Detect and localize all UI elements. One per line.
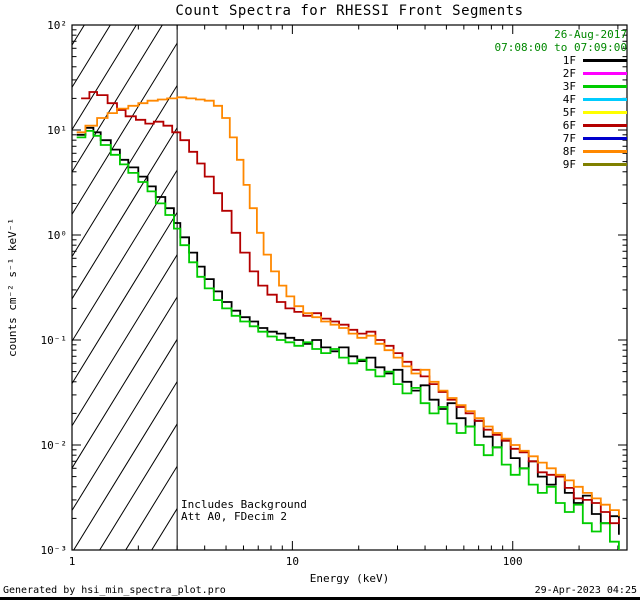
legend-swatch — [583, 59, 627, 62]
legend-swatch — [583, 98, 627, 101]
legend-swatch — [583, 111, 627, 114]
window-bottom-edge — [0, 597, 640, 600]
legend-entry-label: 2F — [562, 67, 576, 80]
legend-entries: 1F 2F 3F 4F 5F 6F 7F 8F 9F — [495, 54, 627, 171]
series-1F — [76, 126, 620, 535]
legend-entry-label: 9F — [562, 158, 576, 171]
plot-box — [71, 24, 628, 551]
y-tick-label: 10⁻² — [41, 439, 68, 452]
x-tick-label: 100 — [503, 555, 523, 568]
legend-entry-label: 1F — [562, 54, 576, 67]
legend-entry: 6F — [495, 119, 627, 132]
y-tick-label: 10⁻¹ — [41, 334, 68, 347]
legend-entry-label: 5F — [562, 106, 576, 119]
hatch-region — [72, 25, 178, 550]
annotation-attenuator: Att A0, FDecim 2 — [181, 510, 287, 523]
y-tick-label: 10² — [47, 19, 67, 32]
legend-time-range: 07:08:00 to 07:09:00 — [494, 41, 627, 54]
legend-swatch — [583, 124, 627, 127]
legend-swatch — [583, 85, 627, 88]
legend-entry: 7F — [495, 132, 627, 145]
annotation-background: Includes Background — [181, 498, 307, 511]
legend-entry-label: 8F — [562, 145, 576, 158]
y-tick-label: 10⁰ — [47, 229, 67, 242]
legend-entry: 4F — [495, 93, 627, 106]
footer-timestamp: 29-Apr-2023 04:25 — [534, 585, 637, 596]
y-tick-label: 10⁻³ — [41, 544, 68, 557]
x-tick-label: 1 — [69, 555, 76, 568]
plot-annotations: Includes Background Att A0, FDecim 2 — [181, 499, 307, 523]
legend-entry: 5F — [495, 106, 627, 119]
legend-entry: 9F — [495, 158, 627, 171]
legend-entry: 1F — [495, 54, 627, 67]
series-3F — [76, 130, 620, 550]
legend: 26-Aug-2017 07:08:00 to 07:09:00 1F 2F 3F 4… — [495, 28, 627, 171]
legend-date: 26-Aug-2017 — [554, 28, 627, 41]
series-8F — [76, 96, 620, 517]
legend-swatch — [583, 163, 627, 166]
legend-swatch — [583, 137, 627, 140]
legend-entry-label: 6F — [562, 119, 576, 132]
legend-entry-label: 4F — [562, 93, 576, 106]
y-tick-label: 10¹ — [47, 124, 67, 137]
legend-entry: 2F — [495, 67, 627, 80]
footer-script-name: Generated by hsi_min_spectra_plot.pro — [3, 585, 226, 596]
legend-entry: 8F — [495, 145, 627, 158]
y-axis-label: counts cm⁻² s⁻¹ keV⁻¹ — [6, 217, 19, 358]
x-tick-label: 10 — [286, 555, 299, 568]
chart-title: Count Spectra for RHESSI Front Segments — [175, 3, 524, 19]
x-axis-label: Energy (keV) — [309, 572, 390, 585]
legend-entry-label: 3F — [562, 80, 576, 93]
legend-entry: 3F — [495, 80, 627, 93]
legend-swatch — [583, 72, 627, 75]
legend-swatch — [583, 150, 627, 153]
legend-entry-label: 7F — [562, 132, 576, 145]
